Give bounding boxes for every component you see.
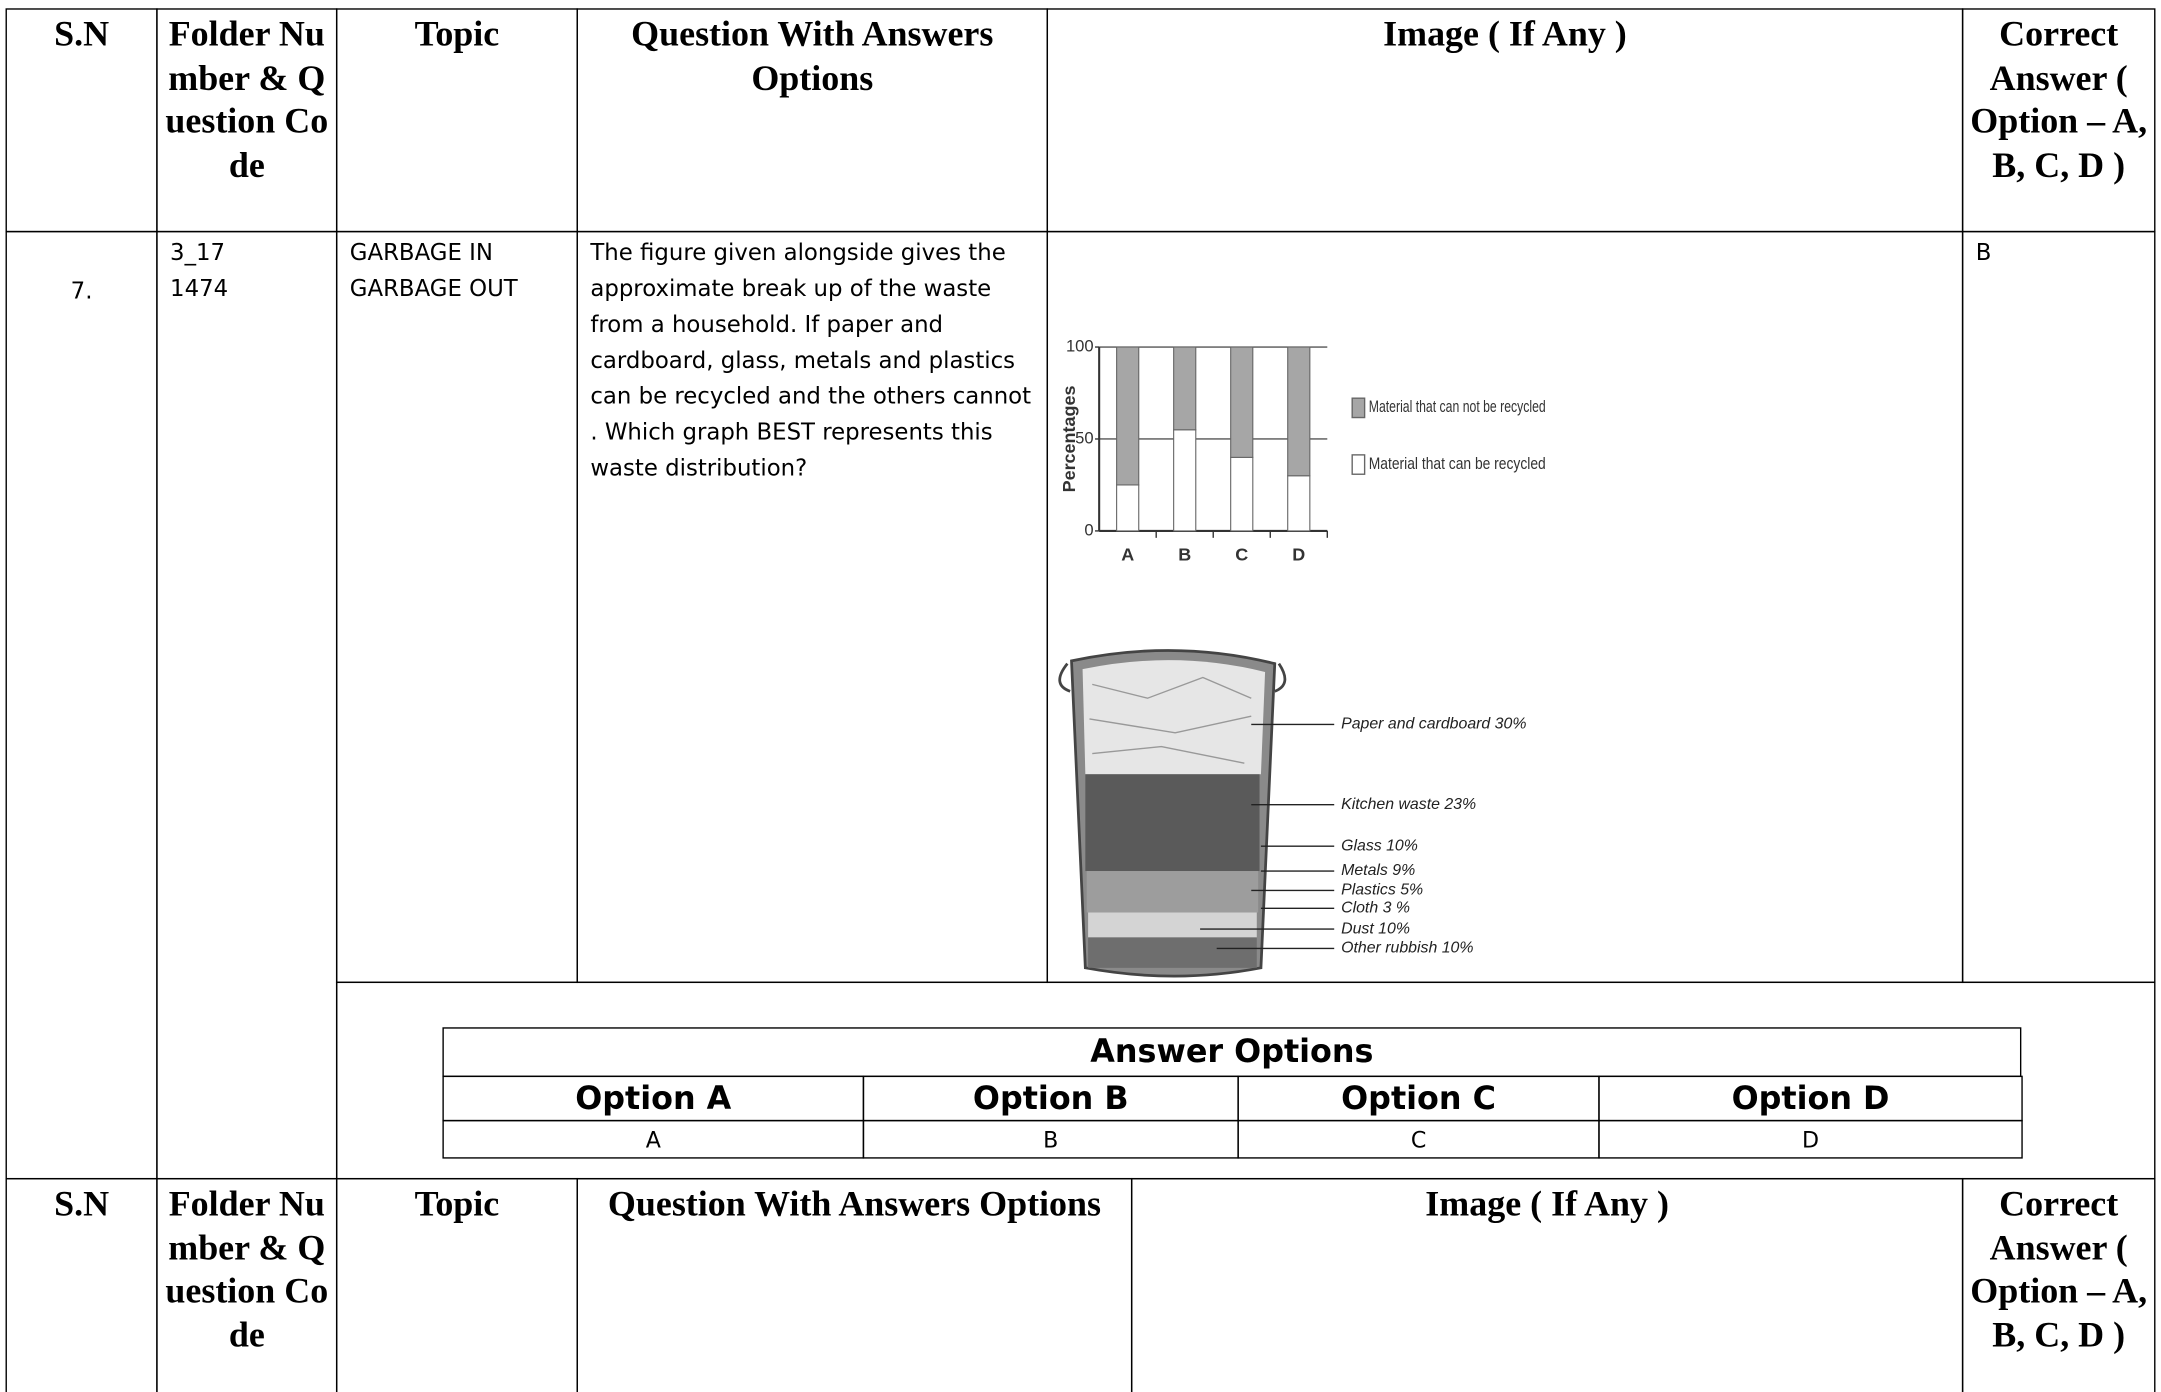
- options-title-text: Answer Options: [1090, 1034, 1374, 1071]
- bar-segment: [1173, 346, 1197, 431]
- topic: GARBAGE IN GARBAGE OUT: [349, 239, 518, 302]
- bar-segment: [1116, 346, 1140, 486]
- question-cell: The figure given alongside gives the app…: [576, 230, 1049, 984]
- bar-segment: [1287, 346, 1311, 477]
- y-axis-label: Percentages: [1059, 386, 1079, 493]
- header-text: Question With Answers Options: [607, 1183, 1101, 1224]
- header-text: Question With Answers Options: [631, 13, 994, 98]
- header-cell: Question With Answers Options: [576, 1177, 1133, 1392]
- header-text: S.N: [54, 13, 110, 54]
- y-tick-label: 0: [1084, 520, 1093, 539]
- bucket-label: Other rubbish 10%: [1341, 940, 1473, 957]
- legend-label: Material that can be recycled: [1369, 454, 1546, 473]
- bar-segment: [1230, 456, 1254, 532]
- header-text: Image ( If Any ): [1383, 13, 1627, 54]
- bar-segment: [1287, 475, 1311, 532]
- legend-swatch: [1351, 454, 1366, 475]
- bar-segment: [1116, 484, 1140, 532]
- option-header: Option D: [1598, 1075, 2023, 1122]
- bucket-label: Paper and cardboard 30%: [1341, 716, 1526, 733]
- bucket-label: Cloth 3 %: [1341, 900, 1410, 917]
- header-text: Image ( If Any ): [1425, 1183, 1669, 1224]
- bucket-label: Plastics 5%: [1341, 882, 1423, 899]
- question: The figure given alongside gives the app…: [590, 239, 1032, 482]
- legend-swatch: [1351, 397, 1366, 419]
- option-value: B: [862, 1119, 1239, 1159]
- y-tick-label: 100: [1066, 336, 1094, 355]
- bucket: [1058, 649, 1287, 978]
- bar-segment: [1230, 346, 1254, 458]
- y-tick-label: 50: [1075, 428, 1093, 447]
- option-header: Option B: [862, 1075, 1239, 1122]
- header-cell: Correct Answer ( Option – A, B, C, D ): [1961, 1177, 2156, 1392]
- header-text: Topic: [414, 13, 500, 54]
- header-text: Folder Number & Question Code: [165, 13, 329, 185]
- option-header: Option A: [442, 1075, 865, 1122]
- option-value: C: [1237, 1119, 1600, 1159]
- header-text: Correct Answer ( Option – A, B, C, D ): [1970, 1183, 2148, 1355]
- bucket-label: Kitchen waste 23%: [1341, 796, 1476, 813]
- bucket-label: Metals 9%: [1341, 862, 1415, 879]
- header-cell: Correct Answer ( Option – A, B, C, D ): [1961, 8, 2156, 233]
- x-tick-label: B: [1178, 545, 1191, 565]
- x-tick-label: A: [1121, 545, 1134, 565]
- option-value: D: [1598, 1119, 2023, 1159]
- x-tick-label: D: [1292, 545, 1305, 565]
- correct-answer: B: [1975, 239, 1992, 266]
- header-text: Topic: [414, 1183, 500, 1224]
- sn: 7.: [70, 277, 93, 305]
- option-header: Option C: [1237, 1075, 1600, 1122]
- folder-number: 3_17: [170, 239, 226, 266]
- option-value: A: [442, 1119, 865, 1159]
- header-text: Correct Answer ( Option – A, B, C, D ): [1970, 13, 2148, 185]
- bucket-label: Dust 10%: [1341, 920, 1410, 937]
- topic-cell: GARBAGE IN GARBAGE OUT: [335, 230, 578, 984]
- bucket-label: Glass 10%: [1341, 837, 1418, 854]
- header-text: Folder Number & Question Code: [165, 1183, 329, 1355]
- bar-segment: [1173, 429, 1197, 532]
- header-cell: Folder Number & Question Code: [156, 1177, 338, 1392]
- x-tick-label: C: [1235, 545, 1248, 565]
- header-text: S.N: [54, 1183, 110, 1224]
- question-code: 1474: [170, 275, 229, 302]
- legend-label: Material that can not be recycled: [1369, 397, 1546, 416]
